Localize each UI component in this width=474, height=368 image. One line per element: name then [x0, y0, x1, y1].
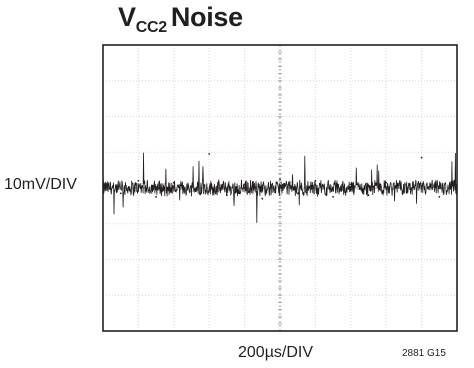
- data-point: [350, 184, 352, 186]
- data-point: [208, 153, 210, 155]
- data-point: [315, 180, 317, 182]
- data-point: [332, 196, 334, 198]
- data-point: [368, 194, 370, 196]
- data-point: [261, 198, 263, 200]
- data-point: [403, 191, 405, 193]
- data-point: [226, 194, 228, 196]
- data-point: [279, 178, 281, 180]
- data-point: [138, 180, 140, 182]
- data-point: [155, 196, 157, 198]
- data-point: [385, 182, 387, 184]
- data-point: [191, 191, 193, 193]
- data-point: [297, 193, 299, 195]
- data-point: [421, 157, 423, 159]
- data-point: [438, 196, 440, 198]
- noise-trace: [102, 153, 458, 223]
- noise-series-line: [103, 153, 457, 223]
- data-point: [173, 182, 175, 184]
- data-point: [244, 184, 246, 186]
- data-point: [120, 193, 122, 195]
